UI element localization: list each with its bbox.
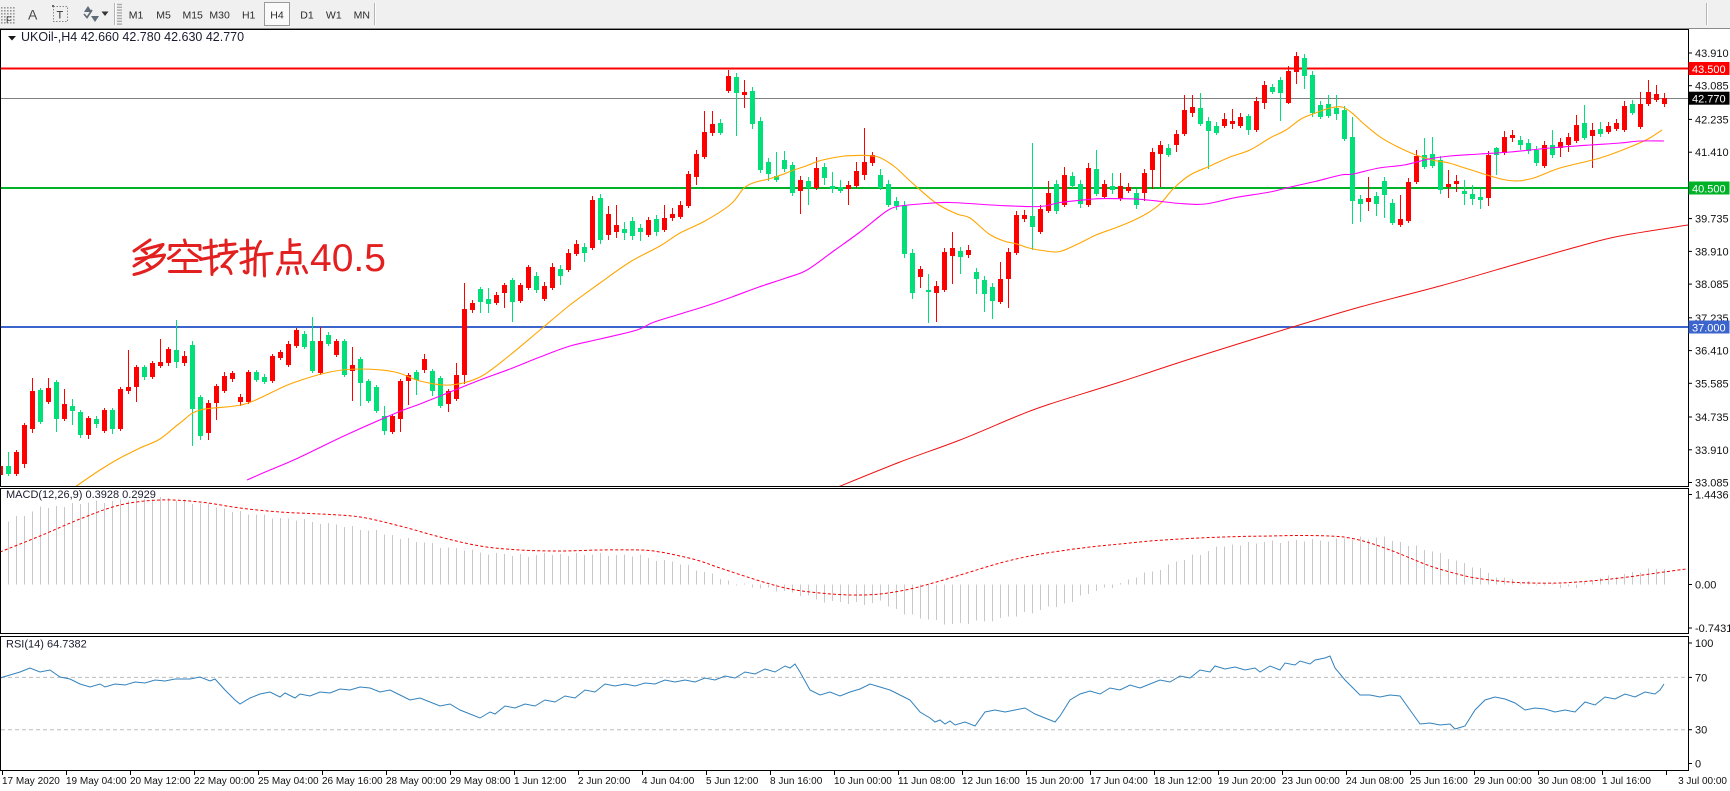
svg-text:38.910: 38.910 <box>1695 246 1729 258</box>
svg-text:25 Jun 16:00: 25 Jun 16:00 <box>1410 776 1468 787</box>
svg-text:M5: M5 <box>156 10 171 22</box>
svg-text:36.410: 36.410 <box>1695 346 1729 358</box>
svg-text:12 Jun 16:00: 12 Jun 16:00 <box>962 776 1020 787</box>
svg-text:33.085: 33.085 <box>1695 478 1729 490</box>
svg-text:25 May 04:00: 25 May 04:00 <box>258 776 319 787</box>
svg-text:4 Jun 04:00: 4 Jun 04:00 <box>642 776 695 787</box>
svg-text:T: T <box>57 10 64 22</box>
svg-text:H4: H4 <box>270 10 284 22</box>
svg-text:17 Jun 04:00: 17 Jun 04:00 <box>1090 776 1148 787</box>
svg-text:29 Jun 00:00: 29 Jun 00:00 <box>1474 776 1532 787</box>
svg-text:23 Jun 00:00: 23 Jun 00:00 <box>1282 776 1340 787</box>
svg-text:MACD(12,26,9) 0.3928 0.2929: MACD(12,26,9) 0.3928 0.2929 <box>6 489 156 501</box>
svg-text:19 Jun 20:00: 19 Jun 20:00 <box>1218 776 1276 787</box>
svg-text:18 Jun 12:00: 18 Jun 12:00 <box>1154 776 1212 787</box>
svg-text:37.000: 37.000 <box>1692 323 1726 335</box>
svg-text:1 Jul 16:00: 1 Jul 16:00 <box>1602 776 1651 787</box>
svg-text:MN: MN <box>354 10 370 22</box>
svg-text:28 May 00:00: 28 May 00:00 <box>386 776 447 787</box>
svg-text:100: 100 <box>1695 638 1713 650</box>
svg-text:17 May 2020: 17 May 2020 <box>2 776 60 787</box>
svg-text:W1: W1 <box>326 10 342 22</box>
svg-text:38.085: 38.085 <box>1695 279 1729 291</box>
svg-text:11 Jun 08:00: 11 Jun 08:00 <box>898 776 956 787</box>
svg-text:70: 70 <box>1695 672 1707 684</box>
svg-text:M1: M1 <box>129 10 144 22</box>
svg-text:43.910: 43.910 <box>1695 48 1729 60</box>
svg-text:20 May 12:00: 20 May 12:00 <box>130 776 191 787</box>
svg-text:2 Jun 20:00: 2 Jun 20:00 <box>578 776 631 787</box>
svg-text:0.00: 0.00 <box>1695 580 1716 592</box>
svg-text:8 Jun 16:00: 8 Jun 16:00 <box>770 776 823 787</box>
svg-text:5 Jun 12:00: 5 Jun 12:00 <box>706 776 759 787</box>
svg-text:43.500: 43.500 <box>1692 64 1726 76</box>
svg-text:A: A <box>28 7 38 23</box>
svg-text:-0.7431: -0.7431 <box>1695 623 1730 635</box>
svg-text:RSI(14) 64.7382: RSI(14) 64.7382 <box>6 639 87 651</box>
svg-text:F: F <box>6 15 12 25</box>
svg-text:43.085: 43.085 <box>1695 81 1729 93</box>
svg-text:42.235: 42.235 <box>1695 114 1729 126</box>
svg-text:M15: M15 <box>182 10 203 22</box>
svg-text:39.735: 39.735 <box>1695 214 1729 226</box>
svg-text:26 May 16:00: 26 May 16:00 <box>322 776 383 787</box>
svg-text:40.5: 40.5 <box>310 237 386 280</box>
svg-text:41.410: 41.410 <box>1695 147 1729 159</box>
svg-text:1 Jun 12:00: 1 Jun 12:00 <box>514 776 567 787</box>
svg-text:24 Jun 08:00: 24 Jun 08:00 <box>1346 776 1404 787</box>
svg-text:1.4436: 1.4436 <box>1695 490 1729 502</box>
svg-text:3 Jul 00:00: 3 Jul 00:00 <box>1678 776 1727 787</box>
svg-text:10 Jun 00:00: 10 Jun 00:00 <box>834 776 892 787</box>
svg-text:22 May 00:00: 22 May 00:00 <box>194 776 255 787</box>
svg-text:UKOil-,H4 42.660 42.780 42.63: UKOil-,H4 42.660 42.780 42.630 42.770 <box>21 30 244 44</box>
svg-text:30: 30 <box>1695 725 1707 737</box>
svg-text:M30: M30 <box>209 10 230 22</box>
svg-text:35.585: 35.585 <box>1695 378 1729 390</box>
svg-text:29 May 08:00: 29 May 08:00 <box>450 776 511 787</box>
svg-text:0: 0 <box>1695 759 1701 771</box>
svg-text:42.770: 42.770 <box>1692 94 1726 106</box>
svg-text:D1: D1 <box>300 10 314 22</box>
svg-text:40.500: 40.500 <box>1692 184 1726 196</box>
svg-text:19 May 04:00: 19 May 04:00 <box>66 776 127 787</box>
svg-text:30 Jun 08:00: 30 Jun 08:00 <box>1538 776 1596 787</box>
svg-text:H1: H1 <box>242 10 256 22</box>
svg-text:15 Jun 20:00: 15 Jun 20:00 <box>1026 776 1084 787</box>
svg-text:34.735: 34.735 <box>1695 412 1729 424</box>
svg-text:33.910: 33.910 <box>1695 445 1729 457</box>
